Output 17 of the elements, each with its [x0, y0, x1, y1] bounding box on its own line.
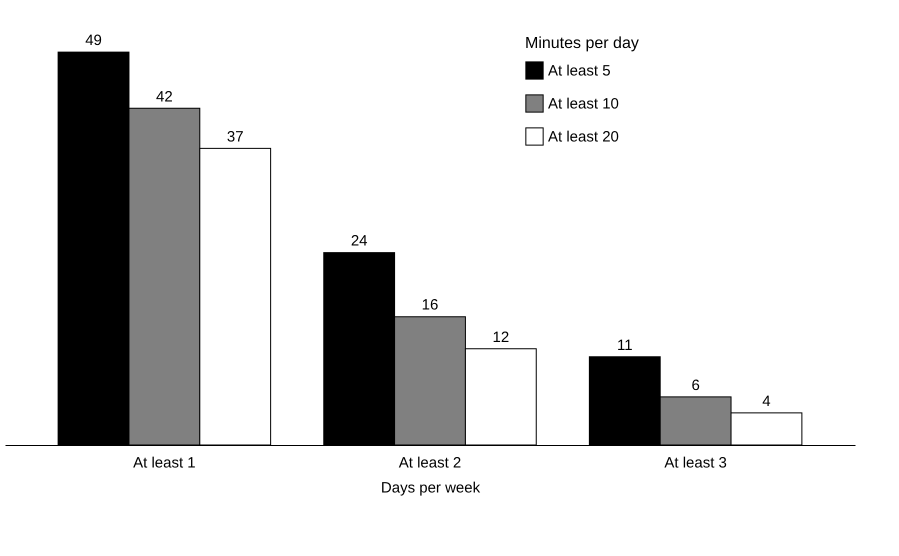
data-label: 24: [350, 232, 368, 250]
data-label: 37: [226, 128, 244, 146]
legend-title: Minutes per day: [525, 35, 639, 52]
data-label: 49: [85, 32, 102, 50]
x-tick-label: At least 1: [133, 454, 196, 472]
x-tick-label: At least 3: [664, 454, 727, 472]
data-label: 6: [691, 376, 700, 394]
data-label: 42: [156, 88, 173, 106]
data-label: 4: [762, 392, 771, 410]
x-axis-title: Days per week: [380, 480, 481, 496]
data-label: 16: [422, 296, 438, 314]
legend-label: At least 10: [548, 96, 619, 112]
data-label: 11: [617, 336, 633, 354]
legend-label: At least 20: [548, 128, 619, 146]
data-label: 12: [492, 328, 510, 346]
legend-label: At least 5: [548, 62, 611, 80]
x-tick-label: At least 2: [398, 454, 462, 472]
